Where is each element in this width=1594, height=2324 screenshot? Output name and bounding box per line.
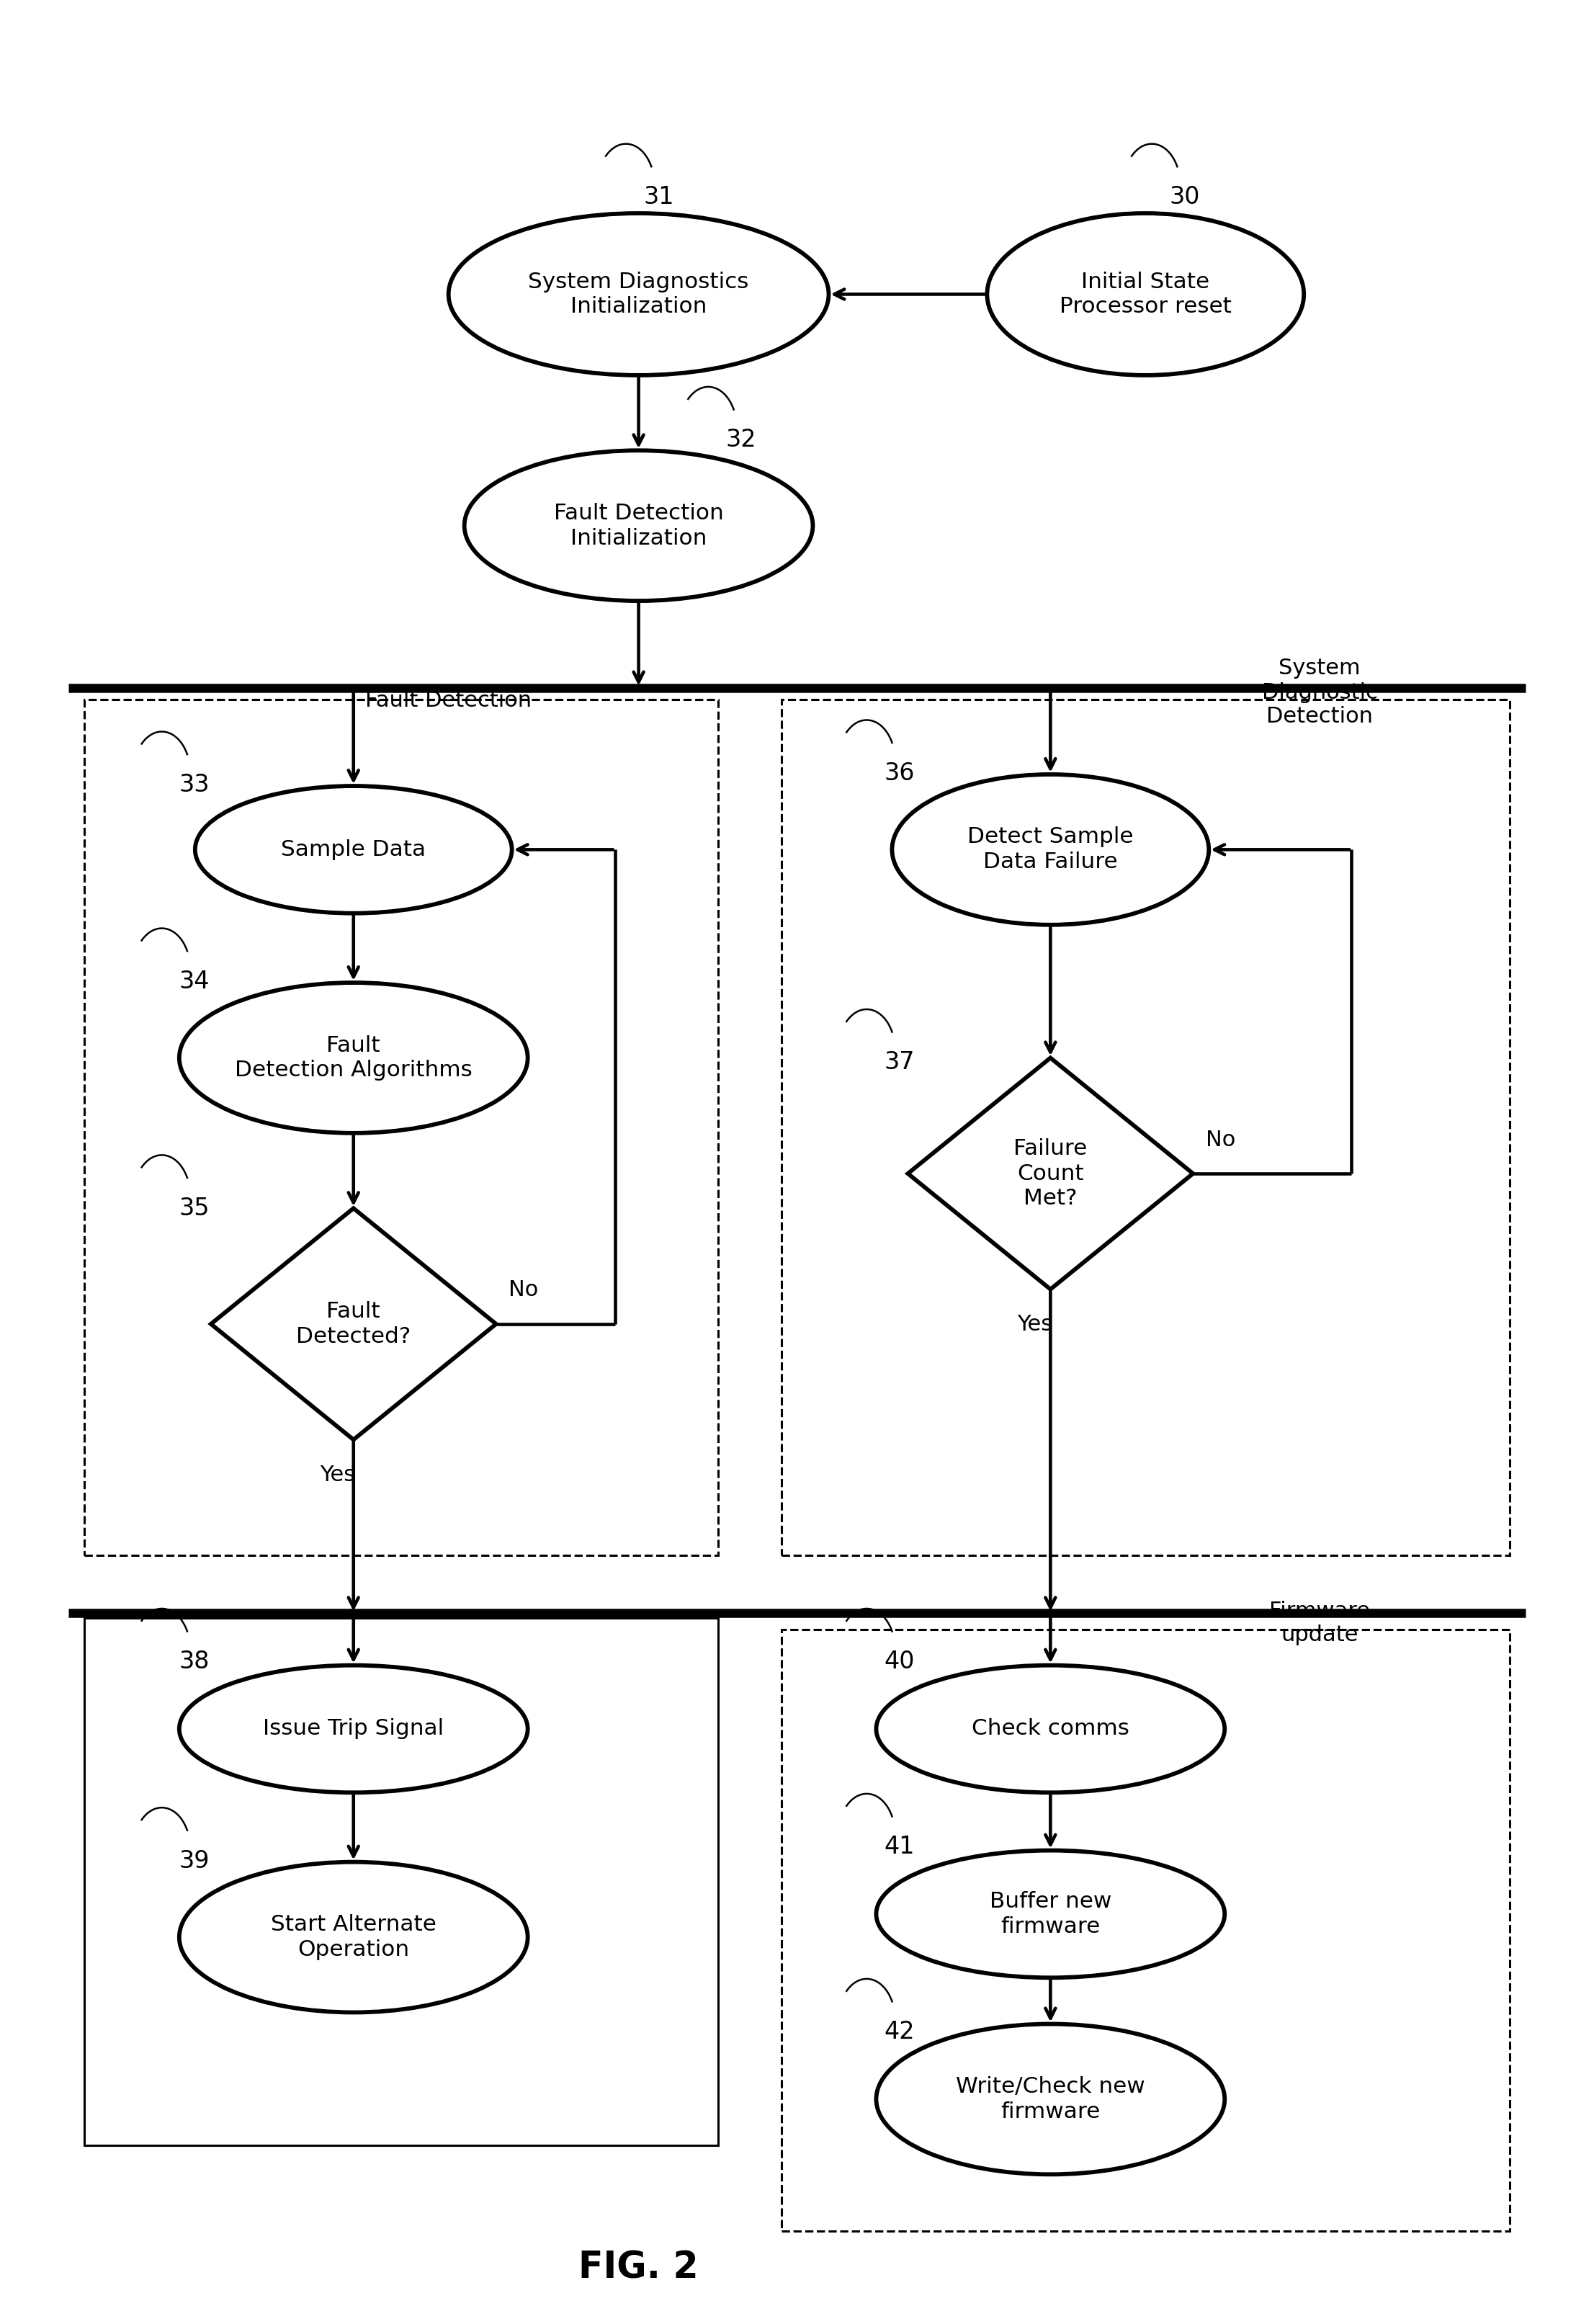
Ellipse shape: [877, 1666, 1224, 1792]
Text: Start Alternate
Operation: Start Alternate Operation: [271, 1915, 437, 1959]
Text: 40: 40: [885, 1650, 915, 1673]
Text: Detect Sample
Data Failure: Detect Sample Data Failure: [968, 827, 1133, 871]
Text: Fault Detection: Fault Detection: [365, 690, 532, 711]
Ellipse shape: [179, 1862, 528, 2013]
Text: Failure
Count
Met?: Failure Count Met?: [1014, 1139, 1087, 1208]
Ellipse shape: [448, 214, 829, 374]
Ellipse shape: [179, 1666, 528, 1792]
Text: 33: 33: [179, 774, 210, 797]
Ellipse shape: [893, 774, 1208, 925]
Text: Issue Trip Signal: Issue Trip Signal: [263, 1717, 443, 1738]
Text: System
Diagnostic
Detection: System Diagnostic Detection: [1262, 658, 1377, 727]
Text: No: No: [508, 1281, 539, 1301]
Text: FIG. 2: FIG. 2: [579, 2250, 698, 2287]
Polygon shape: [210, 1208, 496, 1439]
Ellipse shape: [194, 786, 512, 913]
Text: Check comms: Check comms: [972, 1717, 1129, 1738]
Text: 30: 30: [1170, 186, 1200, 209]
Text: 37: 37: [885, 1050, 915, 1074]
Text: No: No: [1205, 1129, 1235, 1150]
Text: Fault Detection
Initialization: Fault Detection Initialization: [553, 502, 724, 548]
Ellipse shape: [464, 451, 813, 602]
Text: Yes: Yes: [1017, 1315, 1052, 1336]
Ellipse shape: [877, 1850, 1224, 1978]
Text: 42: 42: [885, 2020, 915, 2043]
Text: 34: 34: [179, 969, 210, 992]
Text: Fault
Detected?: Fault Detected?: [296, 1301, 411, 1348]
Text: Write/Check new
firmware: Write/Check new firmware: [956, 2075, 1144, 2122]
Text: 35: 35: [179, 1197, 210, 1220]
Text: System Diagnostics
Initialization: System Diagnostics Initialization: [528, 272, 749, 316]
Text: Sample Data: Sample Data: [281, 839, 426, 860]
Ellipse shape: [987, 214, 1304, 374]
Text: 32: 32: [725, 428, 757, 451]
Text: 31: 31: [644, 186, 674, 209]
Text: Buffer new
firmware: Buffer new firmware: [990, 1892, 1111, 1936]
Ellipse shape: [877, 2024, 1224, 2175]
Text: 41: 41: [885, 1836, 915, 1859]
Text: Firmware
update: Firmware update: [1269, 1601, 1371, 1645]
Text: Yes: Yes: [320, 1464, 355, 1485]
Text: 39: 39: [179, 1850, 210, 1873]
Text: 38: 38: [179, 1650, 210, 1673]
Text: Initial State
Processor reset: Initial State Processor reset: [1060, 272, 1232, 316]
Polygon shape: [909, 1057, 1192, 1290]
Text: Fault
Detection Algorithms: Fault Detection Algorithms: [234, 1034, 472, 1081]
Ellipse shape: [179, 983, 528, 1134]
Text: 36: 36: [885, 762, 915, 786]
